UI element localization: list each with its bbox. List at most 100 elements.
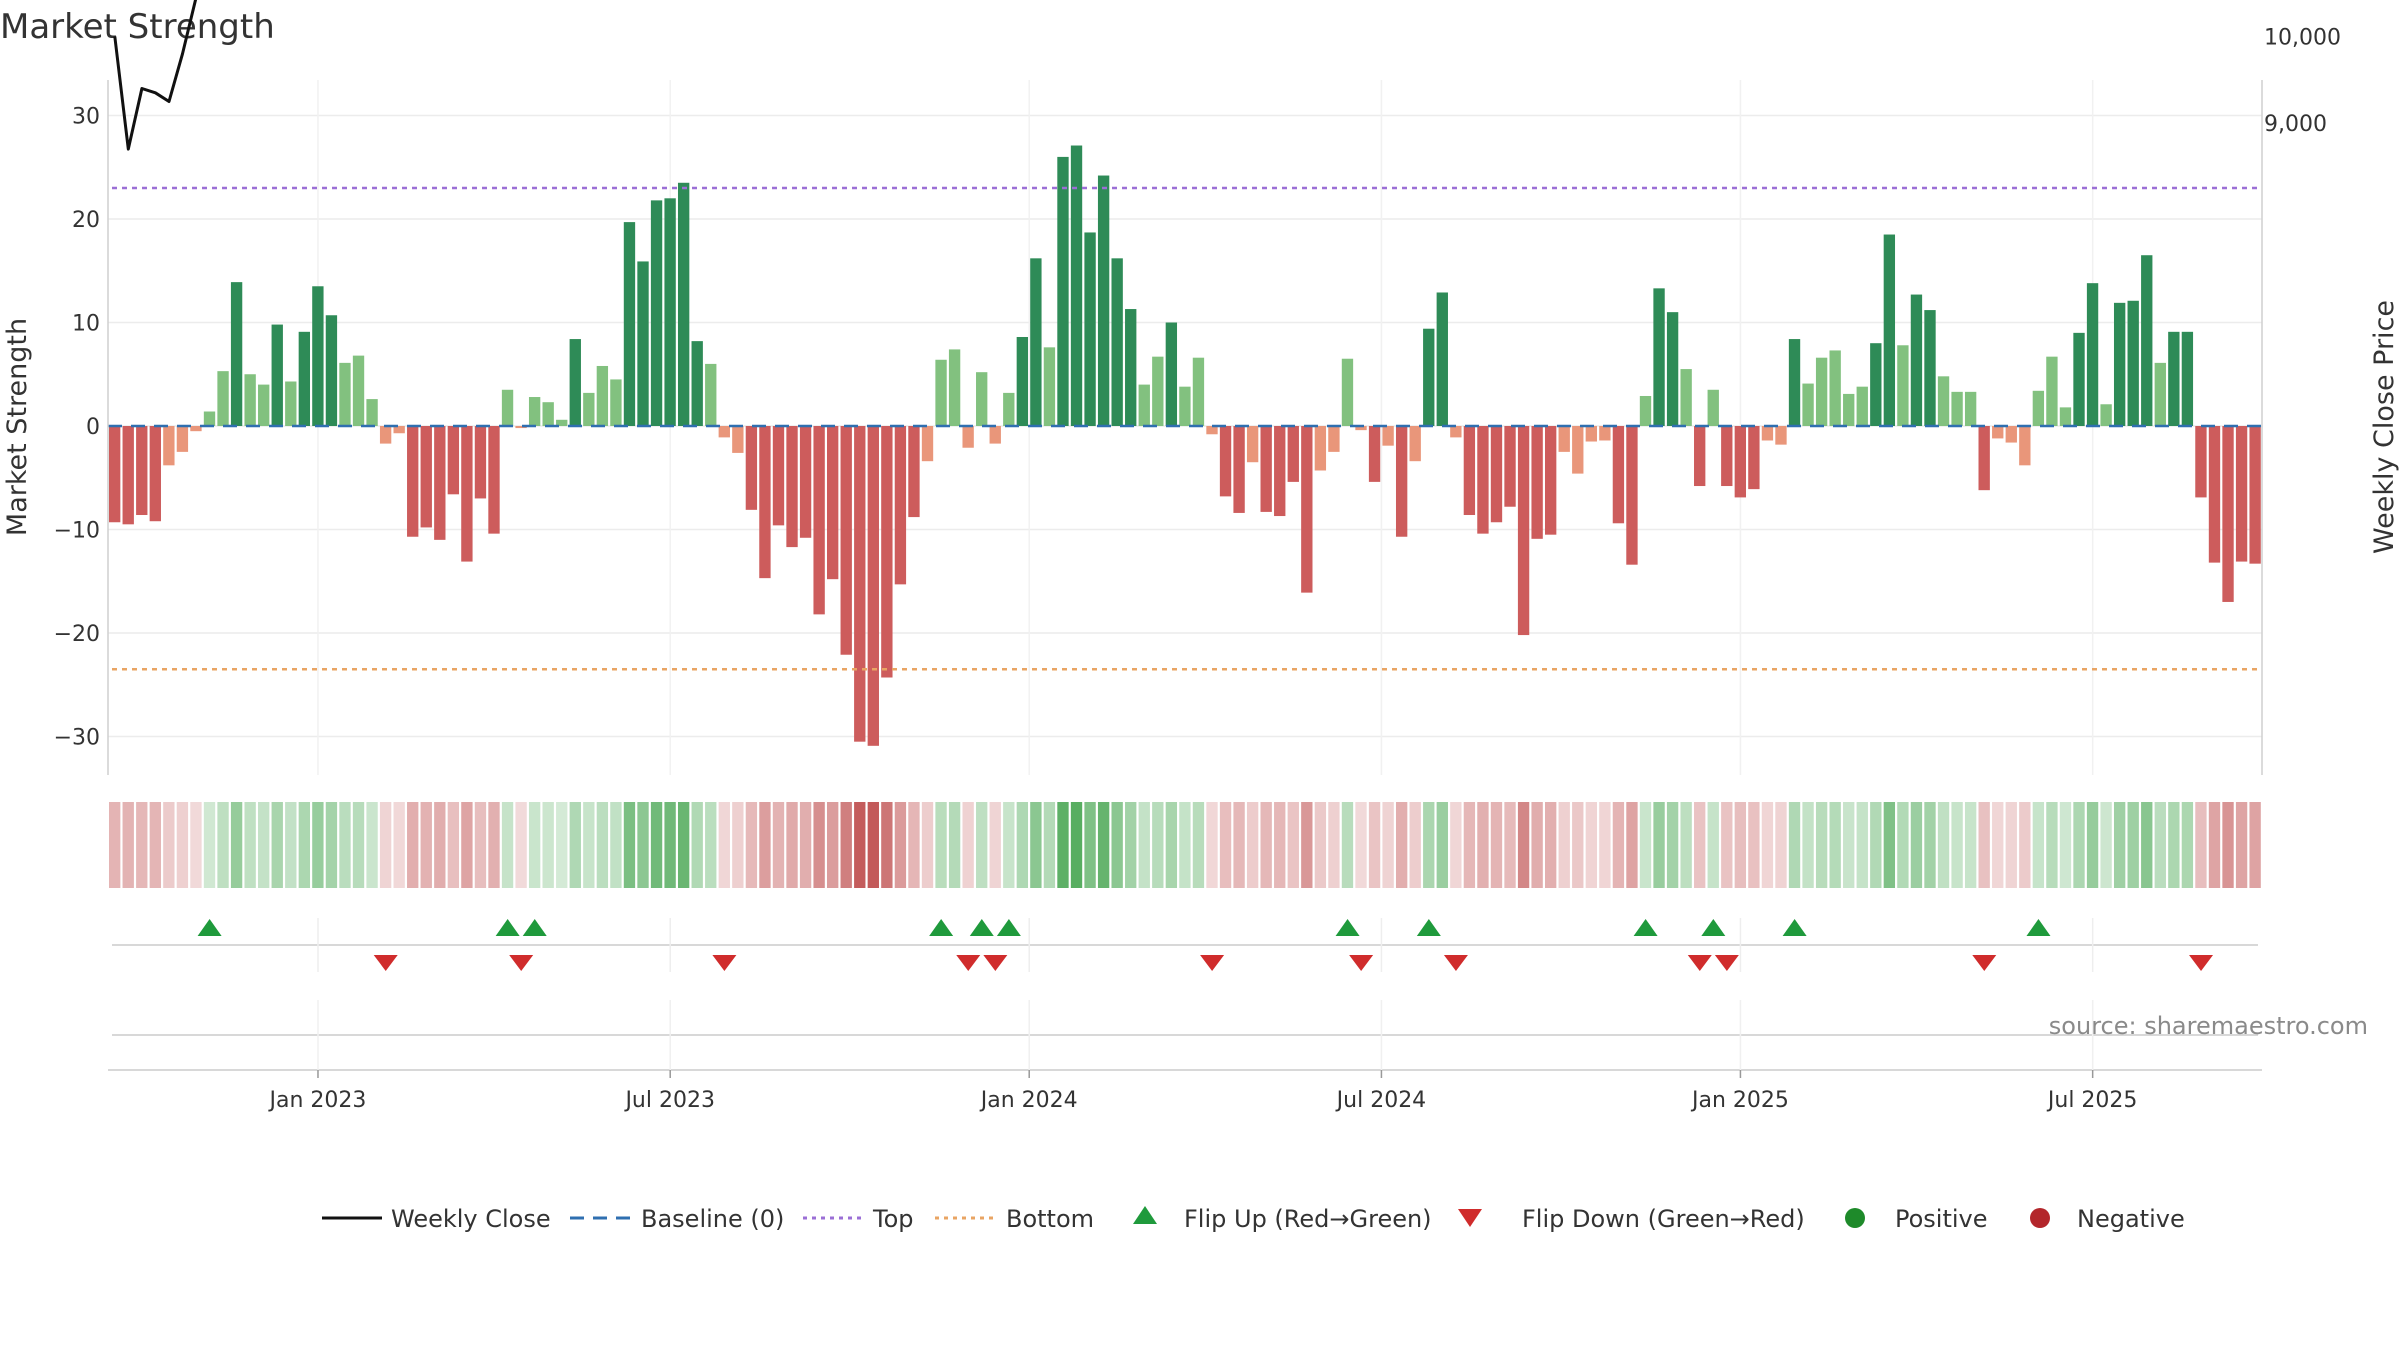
flip-up-marker [1701, 919, 1726, 936]
strength-strip-cell [691, 802, 703, 888]
strength-heat-strip [109, 802, 2261, 888]
strength-bar [339, 362, 351, 426]
strength-strip-cell [799, 802, 812, 888]
strength-strip-cell [1775, 802, 1787, 888]
strength-strip-cell [2073, 802, 2085, 888]
strength-bar [1585, 426, 1597, 442]
strength-strip-cell [149, 802, 161, 888]
strength-bar [1734, 426, 1747, 498]
strength-bar [745, 426, 758, 510]
strength-strip-cell [176, 802, 189, 888]
strength-bar [379, 426, 392, 444]
strength-strip-cell [1436, 802, 1448, 888]
strength-strip-cell [948, 802, 961, 888]
flip-down-marker [2189, 955, 2214, 971]
strength-bar [1612, 426, 1625, 524]
strength-strip-cell [1585, 802, 1597, 888]
strength-strip-cell [407, 802, 419, 888]
strength-bar [217, 371, 229, 426]
strength-bar [1694, 426, 1706, 487]
strength-strip-cell [1856, 802, 1868, 888]
strength-strip-cell [1802, 802, 1814, 888]
strength-bar [1165, 322, 1178, 426]
flip-up-marker [969, 919, 994, 936]
strength-bar [149, 426, 161, 522]
strength-bar [556, 419, 568, 426]
strength-strip-cell [1206, 802, 1218, 888]
strength-strip-cell [312, 802, 324, 888]
strength-strip-cell [1111, 802, 1123, 888]
strength-bar [1897, 345, 1909, 426]
strength-strip-cell [610, 802, 622, 888]
strength-strip-cell [1639, 802, 1652, 888]
strength-bar [881, 426, 893, 678]
strength-strip-cell [379, 802, 392, 888]
strength-bar [1666, 312, 1679, 426]
strength-bar [1246, 426, 1259, 463]
flip-down-marker [712, 955, 737, 971]
strength-strip-cell [1992, 802, 2004, 888]
strength-bar [1274, 426, 1286, 517]
strength-bar [501, 389, 514, 426]
y2-axis-label: Weekly Close Price [2369, 300, 2400, 554]
strength-strip-cell [623, 802, 636, 888]
strength-strip-cell [203, 802, 216, 888]
strength-bar [1030, 258, 1042, 426]
strength-strip-cell [1815, 802, 1828, 888]
date-tick-label: Jul 2024 [1335, 1088, 1427, 1113]
strength-bar [1978, 426, 1990, 491]
strength-strip-cell [1341, 802, 1354, 888]
strength-bar [1382, 426, 1394, 446]
strength-strip-cell [1626, 802, 1638, 888]
strength-bar [759, 426, 771, 579]
legend-flip-up-marker [1133, 1206, 1157, 1224]
strength-bar [637, 261, 649, 426]
strength-strip-cell [1301, 802, 1313, 888]
strength-strip-cell [1531, 802, 1543, 888]
strength-bar [312, 286, 324, 426]
flip-down-marker [1972, 955, 1997, 971]
chart-title: Market Strength [0, 7, 275, 47]
strength-bar [2073, 332, 2085, 426]
strength-strip-cell [339, 802, 351, 888]
strength-strip-cell [1314, 802, 1327, 888]
strength-bar [1572, 426, 1584, 474]
strength-strip-cell [1707, 802, 1719, 888]
strength-strip-cell [1030, 802, 1042, 888]
strength-strip-cell [1572, 802, 1584, 888]
strength-bar [271, 324, 283, 426]
strength-bar [1409, 426, 1421, 462]
strength-bar [230, 282, 243, 426]
strength-strip-cell [989, 802, 1001, 888]
strength-strip-cell [1694, 802, 1706, 888]
strength-bar [677, 182, 690, 426]
strength-strip-cell [2168, 802, 2180, 888]
strength-strip-cell [1179, 802, 1191, 888]
strength-strip-cell [1152, 802, 1164, 888]
strength-strip-cell [1599, 802, 1611, 888]
strength-strip-cell [664, 802, 676, 888]
strength-strip-cell [908, 802, 920, 888]
strength-strip-cell [677, 802, 690, 888]
strength-bar [2100, 404, 2112, 426]
strength-strip-cell [921, 802, 934, 888]
legend-flip-down-marker [1458, 1209, 1482, 1227]
strength-bar [786, 426, 798, 548]
strength-strip-cell [772, 802, 785, 888]
strength-strip-cell [325, 802, 338, 888]
strength-strip-cell [1395, 802, 1408, 888]
strength-strip-cell [258, 802, 270, 888]
strength-bars [109, 145, 2261, 746]
strength-bar [583, 392, 595, 426]
strength-bar [840, 426, 852, 655]
strength-strip-cell [434, 802, 446, 888]
flip-up-marker [1633, 919, 1658, 936]
strength-strip-cell [244, 802, 256, 888]
strength-bar [1233, 426, 1245, 513]
flip-up-marker [495, 919, 520, 936]
strength-strip-cell [136, 802, 148, 888]
date-tick-label: Jul 2023 [623, 1088, 715, 1113]
strength-bar [569, 339, 581, 426]
strength-strip-cell [840, 802, 852, 888]
strength-bar [461, 426, 473, 562]
